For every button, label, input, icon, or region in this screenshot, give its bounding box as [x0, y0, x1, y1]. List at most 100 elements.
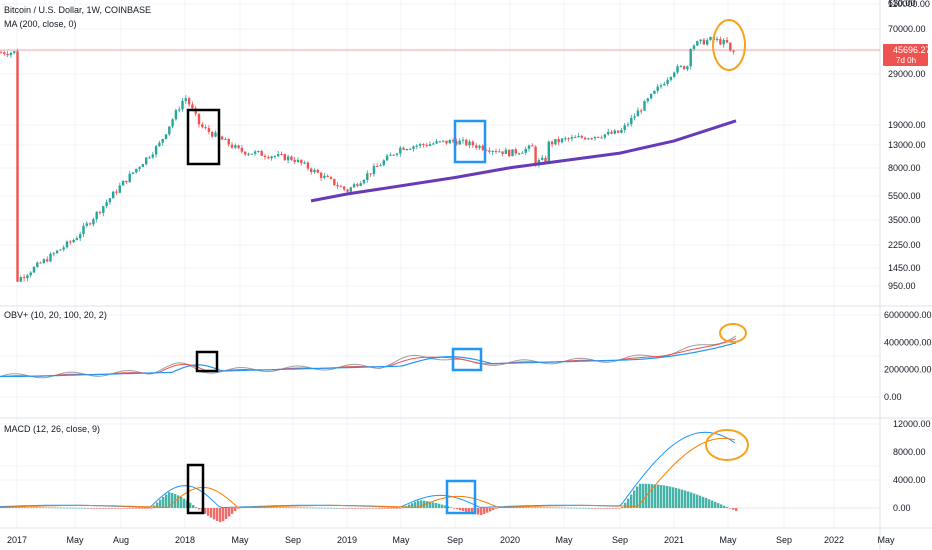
- macd-histogram-bar: [417, 500, 420, 508]
- macd-histogram-bar: [297, 507, 300, 509]
- macd-histogram-bar: [735, 508, 738, 512]
- macd-histogram-bar: [396, 508, 399, 509]
- candle-body: [85, 223, 88, 226]
- price-y-axis[interactable]: 110000.0070000.0045000.0029000.0019000.0…: [888, 0, 930, 291]
- macd-histogram-bar: [75, 507, 78, 509]
- candle-body: [570, 137, 574, 139]
- candle-body: [425, 144, 428, 146]
- macd-histogram-bar: [309, 507, 312, 509]
- macd-histogram-bar: [327, 507, 330, 509]
- candle-body: [300, 159, 303, 164]
- macd-histogram-bar: [237, 508, 240, 509]
- candle-body: [250, 153, 253, 155]
- candle-body: [544, 157, 547, 163]
- macd-histogram-bar: [465, 508, 468, 512]
- candle-body: [346, 189, 349, 192]
- macd-histogram-bar: [213, 508, 216, 520]
- candle-body: [313, 169, 316, 173]
- candle-body: [359, 183, 362, 186]
- obv-indicator-label: OBV+ (10, 20, 100, 20, 2): [4, 310, 107, 320]
- macd-histogram-bar: [276, 507, 279, 508]
- macd-histogram-bar: [603, 508, 606, 509]
- macd-histogram-bar: [111, 508, 114, 509]
- macd-histogram-bar: [273, 507, 276, 508]
- candle-body: [501, 151, 504, 154]
- macd-histogram-bar: [540, 507, 543, 508]
- candle-body: [102, 206, 105, 213]
- time-x-axis[interactable]: 2017 May Aug 2018 May Sep 2019 May Sep 2020 May Sep…: [7, 535, 895, 545]
- macd-histogram-bar: [624, 502, 627, 508]
- candle-body: [118, 185, 121, 193]
- macd-histogram-bar: [279, 507, 282, 508]
- candle-body: [138, 167, 141, 169]
- time-tick-label: 2022: [824, 535, 844, 545]
- candle-body: [343, 186, 346, 190]
- candle-body: [128, 173, 131, 183]
- macd-histogram-bar: [108, 508, 111, 509]
- candle-body: [415, 145, 418, 147]
- macd-histogram-bar: [636, 486, 639, 508]
- candle-body: [362, 179, 366, 184]
- macd-histogram-bar: [282, 507, 285, 508]
- macd-histogram-bar: [531, 507, 534, 508]
- candle-body: [161, 138, 164, 143]
- macd-histogram-bar: [231, 508, 234, 514]
- ma-200-line: [310, 119, 737, 203]
- macd-histogram-bar: [24, 507, 27, 508]
- highlight-box-black-price: [186, 108, 221, 166]
- macd-histogram-bar: [60, 507, 63, 509]
- candle-body: [699, 39, 702, 42]
- macd-histogram-bar: [450, 507, 453, 508]
- macd-histogram-bar: [141, 508, 144, 509]
- price-panel[interactable]: [0, 35, 880, 283]
- macd-histogram-bar: [21, 507, 24, 508]
- macd-histogram-bar: [507, 507, 510, 508]
- macd-histogram-bar: [378, 508, 381, 509]
- macd-histogram-bar: [261, 507, 264, 508]
- candle-body: [471, 141, 475, 146]
- macd-indicator-label: MACD (12, 26, close, 9): [4, 424, 100, 434]
- candle-body: [458, 140, 461, 145]
- candle-body: [19, 277, 22, 282]
- price-tick-label: 1450.00: [888, 263, 921, 273]
- candle-body: [0, 52, 3, 54]
- candle-body: [376, 166, 379, 168]
- macd-panel[interactable]: [0, 431, 880, 523]
- candle-body: [224, 138, 227, 140]
- candle-body: [715, 39, 719, 41]
- macd-histogram-bar: [537, 507, 540, 508]
- macd-histogram-bar: [468, 508, 471, 513]
- obv-line: [0, 335, 737, 379]
- macd-histogram-bar: [516, 507, 519, 508]
- time-tick-label: May: [877, 535, 895, 545]
- price-tick-label: 2250.00: [888, 240, 921, 250]
- macd-histogram-bar: [117, 508, 120, 509]
- macd-line: [0, 431, 736, 508]
- candle-body: [181, 100, 184, 110]
- candle-body: [653, 90, 656, 94]
- candle-body: [435, 141, 438, 144]
- macd-histogram-bar: [234, 508, 237, 512]
- macd-histogram-bar: [39, 507, 42, 508]
- candle-body: [369, 173, 372, 175]
- candle-body: [98, 211, 102, 213]
- candle-body: [267, 157, 270, 159]
- time-tick-label: Sep: [447, 535, 463, 545]
- candle-body: [135, 168, 138, 173]
- candle-body: [603, 134, 607, 138]
- macd-histogram-bar: [438, 503, 441, 508]
- obv-panel[interactable]: [0, 335, 737, 379]
- candle-body: [640, 110, 643, 112]
- obv-y-axis[interactable]: 6000000.00 4000000.00 2000000.00 0.00: [884, 310, 932, 402]
- candle-body: [534, 146, 537, 165]
- macd-histogram-bar: [582, 507, 585, 509]
- candle-body: [508, 149, 511, 157]
- macd-y-axis[interactable]: 12000.00 8000.00 4000.00 0.00: [893, 419, 931, 513]
- candle-body: [491, 150, 494, 152]
- macd-histogram-bar: [150, 508, 153, 509]
- candle-body: [204, 127, 207, 129]
- macd-histogram-bar: [585, 507, 588, 509]
- candle-body: [227, 138, 230, 145]
- macd-histogram-bar: [408, 504, 411, 508]
